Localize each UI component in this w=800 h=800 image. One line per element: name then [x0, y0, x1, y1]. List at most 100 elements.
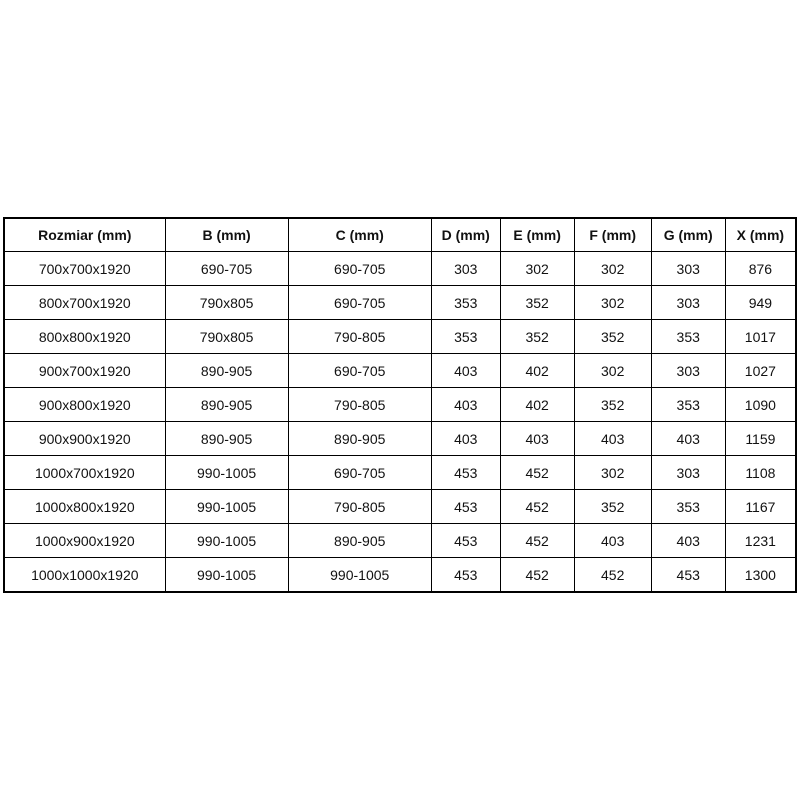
- table-cell: 690-705: [287, 353, 432, 388]
- table-cell: 453: [430, 557, 501, 593]
- table-cell: 452: [499, 557, 575, 593]
- column-header: Rozmiar (mm): [3, 217, 166, 252]
- header-row: Rozmiar (mm) B (mm) C (mm) D (mm) E (mm) F (m…: [3, 217, 797, 252]
- table-cell: 690-705: [287, 251, 432, 286]
- table-cell: 1300: [724, 557, 797, 593]
- table-cell: 403: [573, 421, 652, 456]
- table-cell: 990-1005: [164, 489, 289, 524]
- table-row: 900x900x1920 890-905 890-905 403 403 403 403 11…: [3, 421, 797, 456]
- table-cell: 352: [499, 285, 575, 320]
- column-header: G (mm): [650, 217, 726, 252]
- table-cell: 900x700x1920: [3, 353, 166, 388]
- column-header: C (mm): [287, 217, 432, 252]
- column-header: F (mm): [573, 217, 652, 252]
- table-cell: 990-1005: [164, 557, 289, 593]
- column-header: B (mm): [164, 217, 289, 252]
- column-header: E (mm): [499, 217, 575, 252]
- table-cell: 452: [499, 489, 575, 524]
- table-cell: 1090: [724, 387, 797, 422]
- table-cell: 403: [499, 421, 575, 456]
- column-header: X (mm): [724, 217, 797, 252]
- table-cell: 352: [499, 319, 575, 354]
- table-cell: 452: [573, 557, 652, 593]
- table-cell: 402: [499, 353, 575, 388]
- table-cell: 353: [430, 285, 501, 320]
- table-cell: 403: [430, 387, 501, 422]
- table-cell: 890-905: [287, 523, 432, 558]
- table-cell: 690-705: [164, 251, 289, 286]
- column-header: D (mm): [430, 217, 501, 252]
- table-row: 800x800x1920 790x805 790-805 353 352 352 353 10…: [3, 319, 797, 354]
- table-cell: 1000x1000x1920: [3, 557, 166, 593]
- table-cell: 790x805: [164, 319, 289, 354]
- table-cell: 800x700x1920: [3, 285, 166, 320]
- table-cell: 453: [430, 489, 501, 524]
- table-cell: 1000x800x1920: [3, 489, 166, 524]
- table-row: 900x700x1920 890-905 690-705 403 402 302 303 10…: [3, 353, 797, 388]
- table-cell: 303: [650, 455, 726, 490]
- table-cell: 876: [724, 251, 797, 286]
- table-row: 1000x1000x1920 990-1005 990-1005 453 452 452 4…: [3, 557, 797, 593]
- table-cell: 452: [499, 455, 575, 490]
- table-cell: 900x900x1920: [3, 421, 166, 456]
- table-cell: 790-805: [287, 489, 432, 524]
- table-cell: 990-1005: [287, 557, 432, 593]
- table-cell: 900x800x1920: [3, 387, 166, 422]
- table-cell: 453: [430, 455, 501, 490]
- table-cell: 1017: [724, 319, 797, 354]
- table-cell: 403: [650, 421, 726, 456]
- table-cell: 790x805: [164, 285, 289, 320]
- table-cell: 302: [573, 251, 652, 286]
- table-cell: 790-805: [287, 387, 432, 422]
- table-cell: 303: [650, 285, 726, 320]
- table-cell: 790-805: [287, 319, 432, 354]
- table-cell: 890-905: [164, 353, 289, 388]
- table-cell: 690-705: [287, 455, 432, 490]
- table-cell: 353: [650, 387, 726, 422]
- table-cell: 1159: [724, 421, 797, 456]
- table-cell: 1167: [724, 489, 797, 524]
- table-row: 1000x900x1920 990-1005 890-905 453 452 403 403…: [3, 523, 797, 558]
- table-cell: 403: [573, 523, 652, 558]
- table-cell: 402: [499, 387, 575, 422]
- table-cell: 690-705: [287, 285, 432, 320]
- table-cell: 890-905: [164, 387, 289, 422]
- table-cell: 403: [650, 523, 726, 558]
- table-cell: 453: [650, 557, 726, 593]
- table-cell: 353: [430, 319, 501, 354]
- table-row: 1000x700x1920 990-1005 690-705 453 452 302 303…: [3, 455, 797, 490]
- table-cell: 1027: [724, 353, 797, 388]
- table-cell: 352: [573, 387, 652, 422]
- table-cell: 403: [430, 421, 501, 456]
- table-cell: 890-905: [164, 421, 289, 456]
- table-cell: 890-905: [287, 421, 432, 456]
- table-cell: 352: [573, 489, 652, 524]
- table-head: Rozmiar (mm) B (mm) C (mm) D (mm) E (mm) F (m…: [3, 217, 797, 252]
- table-body: 700x700x1920 690-705 690-705 303 302 302 303 87…: [3, 251, 797, 593]
- table-cell: 353: [650, 319, 726, 354]
- table-cell: 452: [499, 523, 575, 558]
- table-cell: 700x700x1920: [3, 251, 166, 286]
- table-cell: 1000x700x1920: [3, 455, 166, 490]
- table-cell: 1000x900x1920: [3, 523, 166, 558]
- table-cell: 302: [573, 285, 652, 320]
- table-cell: 990-1005: [164, 455, 289, 490]
- table-cell: 303: [650, 353, 726, 388]
- table-cell: 990-1005: [164, 523, 289, 558]
- table-row: 800x700x1920 790x805 690-705 353 352 302 303 94…: [3, 285, 797, 320]
- table-row: 1000x800x1920 990-1005 790-805 453 452 352 353…: [3, 489, 797, 524]
- table-cell: 800x800x1920: [3, 319, 166, 354]
- table-row: 900x800x1920 890-905 790-805 403 402 352 353 10…: [3, 387, 797, 422]
- table-cell: 1108: [724, 455, 797, 490]
- table-row: 700x700x1920 690-705 690-705 303 302 302 303 87…: [3, 251, 797, 286]
- table-cell: 453: [430, 523, 501, 558]
- table-cell: 302: [573, 455, 652, 490]
- table-cell: 302: [573, 353, 652, 388]
- table-cell: 352: [573, 319, 652, 354]
- table-cell: 303: [430, 251, 501, 286]
- table-cell: 403: [430, 353, 501, 388]
- table-cell: 302: [499, 251, 575, 286]
- table-cell: 303: [650, 251, 726, 286]
- table-cell: 353: [650, 489, 726, 524]
- dimensions-table: Rozmiar (mm) B (mm) C (mm) D (mm) E (mm) F (m…: [3, 217, 797, 593]
